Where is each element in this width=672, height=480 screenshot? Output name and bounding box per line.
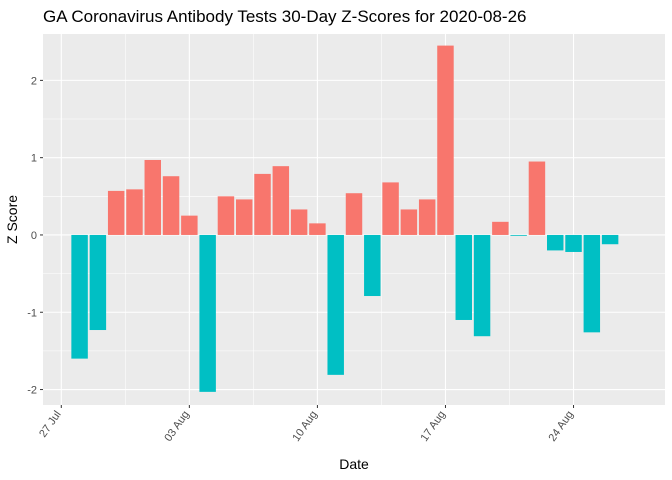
bar bbox=[382, 182, 399, 235]
x-tick-label: 17 Aug bbox=[418, 409, 447, 444]
bar bbox=[181, 215, 198, 235]
bar bbox=[144, 159, 161, 235]
chart-title: GA Coronavirus Antibody Tests 30-Day Z-S… bbox=[43, 7, 526, 26]
x-tick-label: 03 Aug bbox=[162, 409, 191, 444]
bar bbox=[364, 234, 381, 297]
bar bbox=[583, 234, 601, 333]
y-tick-label: 0 bbox=[31, 230, 37, 242]
y-axis-title: Z Score bbox=[4, 195, 20, 244]
y-tick-label: 2 bbox=[31, 75, 37, 87]
bar bbox=[437, 45, 454, 235]
bar bbox=[528, 161, 546, 235]
bar bbox=[547, 234, 564, 251]
bar bbox=[473, 234, 491, 337]
bar bbox=[89, 234, 107, 331]
bar bbox=[126, 189, 143, 235]
x-axis: 27 Jul 03 Aug 10 Aug 17 Aug 24 Aug bbox=[37, 405, 576, 444]
bar bbox=[309, 223, 326, 235]
bar bbox=[455, 234, 472, 320]
y-tick-label: -1 bbox=[27, 307, 37, 319]
bar bbox=[162, 176, 180, 235]
y-tick-label: -2 bbox=[27, 385, 37, 397]
bar bbox=[199, 234, 216, 392]
bar bbox=[601, 234, 619, 245]
x-tick-label: 24 Aug bbox=[547, 409, 576, 444]
x-tick-label: 27 Jul bbox=[37, 409, 64, 440]
bar bbox=[272, 166, 290, 235]
bar bbox=[236, 199, 253, 235]
bar bbox=[290, 209, 308, 235]
bar bbox=[492, 221, 509, 235]
bar bbox=[217, 196, 235, 235]
bar bbox=[565, 234, 582, 252]
bar bbox=[107, 190, 125, 235]
bar bbox=[400, 209, 418, 235]
x-tick-label: 10 Aug bbox=[290, 409, 319, 444]
y-axis: -2 -1 0 1 2 bbox=[27, 75, 43, 397]
bars bbox=[71, 45, 619, 392]
x-axis-title: Date bbox=[339, 456, 369, 472]
bar bbox=[418, 199, 436, 235]
y-tick-label: 1 bbox=[31, 153, 37, 165]
bar bbox=[327, 234, 344, 375]
bar bbox=[71, 234, 88, 359]
bar bbox=[510, 234, 527, 236]
bar bbox=[345, 193, 363, 235]
bar bbox=[254, 173, 271, 235]
